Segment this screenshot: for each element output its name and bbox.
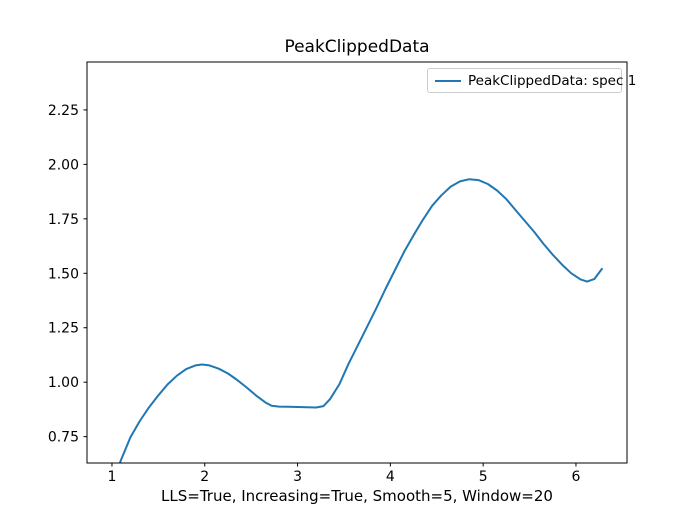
data-line xyxy=(118,178,603,463)
y-tick-label: 1.25 xyxy=(48,321,79,337)
y-tick-label: 0.75 xyxy=(48,430,79,446)
x-tick-label: 1 xyxy=(108,469,117,485)
y-tick-label: 1.00 xyxy=(48,375,79,391)
x-tick-label: 3 xyxy=(293,469,302,485)
y-tick-label: 1.50 xyxy=(48,266,79,282)
x-tick-label: 6 xyxy=(571,469,580,485)
legend: PeakClippedData: spec 1 xyxy=(427,68,636,93)
x-tick-label: 2 xyxy=(200,469,209,485)
chart-title: PeakClippedData xyxy=(284,37,430,57)
x-tick-label: 5 xyxy=(479,469,488,485)
y-tick-label: 2.00 xyxy=(48,157,79,173)
x-axis-label: LLS=True, Increasing=True, Smooth=5, Win… xyxy=(161,487,553,505)
axes-frame xyxy=(86,61,628,464)
legend-line-sample-icon xyxy=(435,79,461,82)
legend-label: PeakClippedData: spec 1 xyxy=(468,72,637,89)
y-tick-label: 1.75 xyxy=(48,212,79,228)
y-tick-label: 2.25 xyxy=(48,103,79,119)
x-tick-label: 4 xyxy=(386,469,395,485)
